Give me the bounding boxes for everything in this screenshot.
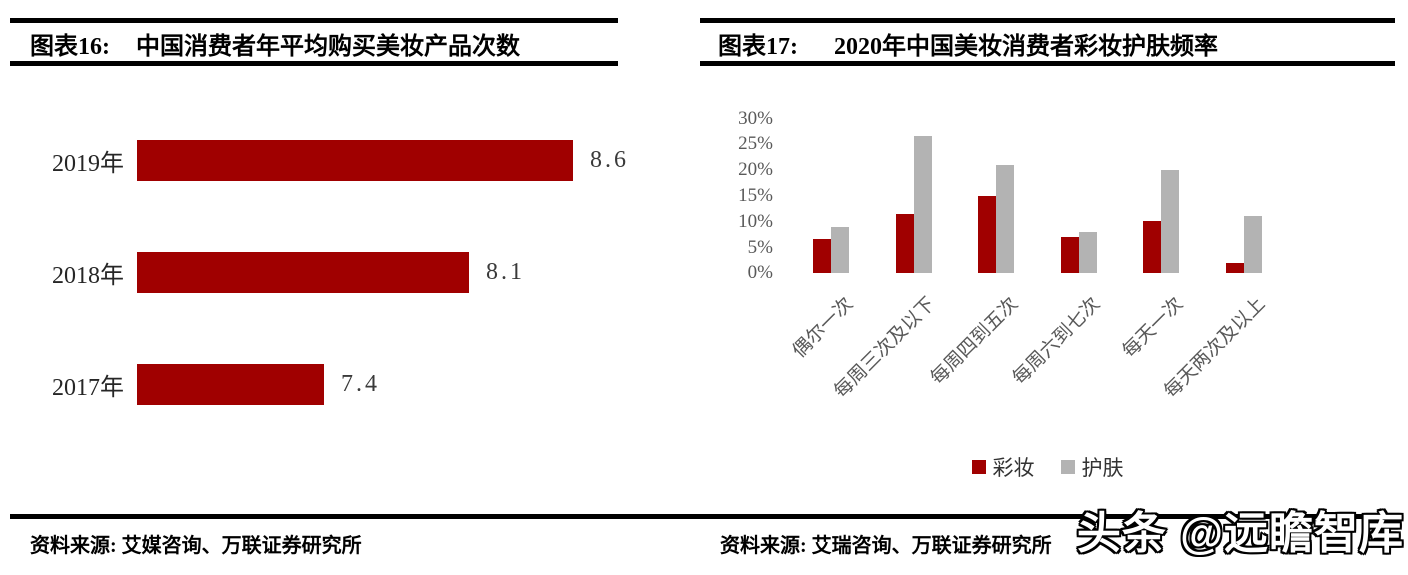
- x-category-label-4: 每天一次: [1118, 293, 1188, 363]
- bar-row-2018: 2018年 8.1: [10, 252, 525, 293]
- legend-swatch-skincare: [1060, 460, 1075, 474]
- legend-item-makeup: 彩妆: [971, 452, 1035, 482]
- y-tick-5: 5%: [747, 237, 773, 258]
- figure16-title: 中国消费者年平均购买美妆产品次数: [136, 34, 520, 60]
- makeup-bar-3: [1060, 236, 1079, 273]
- x-category-label-3: 每周六到七次: [1008, 293, 1105, 390]
- skincare-bar-0: [831, 226, 850, 273]
- value-label-2018: 8.1: [486, 259, 525, 285]
- bottom-rule: [10, 514, 1395, 519]
- makeup-bar-0: [813, 239, 832, 273]
- grouped-bar-plot: [790, 113, 1285, 273]
- value-label-2017: 7.4: [341, 371, 380, 397]
- skincare-bar-1: [913, 136, 932, 273]
- figure16-label: 图表16:: [30, 34, 110, 60]
- bar-2018: [137, 252, 469, 293]
- y-tick-0: 0%: [747, 262, 773, 283]
- figure16-source: 资料来源: 艾媒咨询、万联证券研究所: [30, 535, 362, 557]
- makeup-bar-4: [1143, 221, 1162, 273]
- y-tick-25: 25%: [738, 133, 773, 154]
- x-category-label-0: 偶尔一次: [788, 293, 858, 363]
- skincare-bar-4: [1161, 169, 1180, 273]
- bar-group-1: [873, 113, 956, 273]
- y-tick-10: 10%: [738, 211, 773, 232]
- legend-label-skincare: 护肤: [1081, 456, 1124, 480]
- category-label-2019: 2019年: [52, 151, 124, 177]
- category-label-2017: 2017年: [52, 375, 124, 401]
- bar-group-5: [1203, 113, 1286, 273]
- figure17-header-top-rule: [700, 18, 1395, 23]
- figure16-header-bottom-rule: [10, 61, 618, 66]
- bar-2017: [137, 364, 324, 405]
- skincare-bar-2: [996, 164, 1015, 273]
- bar-row-2019: 2019年 8.6: [10, 140, 629, 181]
- bar-2019: [137, 140, 573, 181]
- legend-swatch-makeup: [971, 460, 986, 474]
- figure17-title: 2020年中国美妆消费者彩妆护肤频率: [834, 34, 1218, 60]
- figure17-label: 图表17:: [718, 34, 798, 60]
- watermark: 头条 @远瞻智库: [1076, 508, 1405, 560]
- bar-group-3: [1038, 113, 1121, 273]
- figure17-header-bottom-rule: [700, 61, 1395, 66]
- makeup-bar-5: [1225, 262, 1244, 273]
- skincare-bar-3: [1078, 231, 1097, 273]
- bar-group-0: [790, 113, 873, 273]
- legend-item-skincare: 护肤: [1060, 452, 1124, 482]
- y-tick-30: 30%: [738, 108, 773, 129]
- legend: 彩妆 护肤: [700, 452, 1395, 482]
- bar-group-2: [955, 113, 1038, 273]
- figure17-title-row: 图表17: 2020年中国美妆消费者彩妆护肤频率: [718, 26, 1218, 61]
- value-label-2019: 8.6: [590, 147, 629, 173]
- figure16-title-row: 图表16: 中国消费者年平均购买美妆产品次数: [30, 26, 520, 61]
- x-category-label-2: 每周四到五次: [926, 293, 1023, 390]
- bar-row-2017: 2017年 7.4: [10, 364, 380, 405]
- category-label-2018: 2018年: [52, 263, 124, 289]
- y-tick-20: 20%: [738, 159, 773, 180]
- makeup-bar-1: [895, 213, 914, 273]
- makeup-bar-2: [978, 195, 997, 273]
- y-tick-15: 15%: [738, 185, 773, 206]
- bar-group-4: [1120, 113, 1203, 273]
- legend-label-makeup: 彩妆: [992, 456, 1035, 480]
- skincare-bar-5: [1243, 216, 1262, 273]
- figure16-header-top-rule: [10, 18, 618, 23]
- figure17-source: 资料来源: 艾瑞咨询、万联证券研究所: [720, 535, 1052, 557]
